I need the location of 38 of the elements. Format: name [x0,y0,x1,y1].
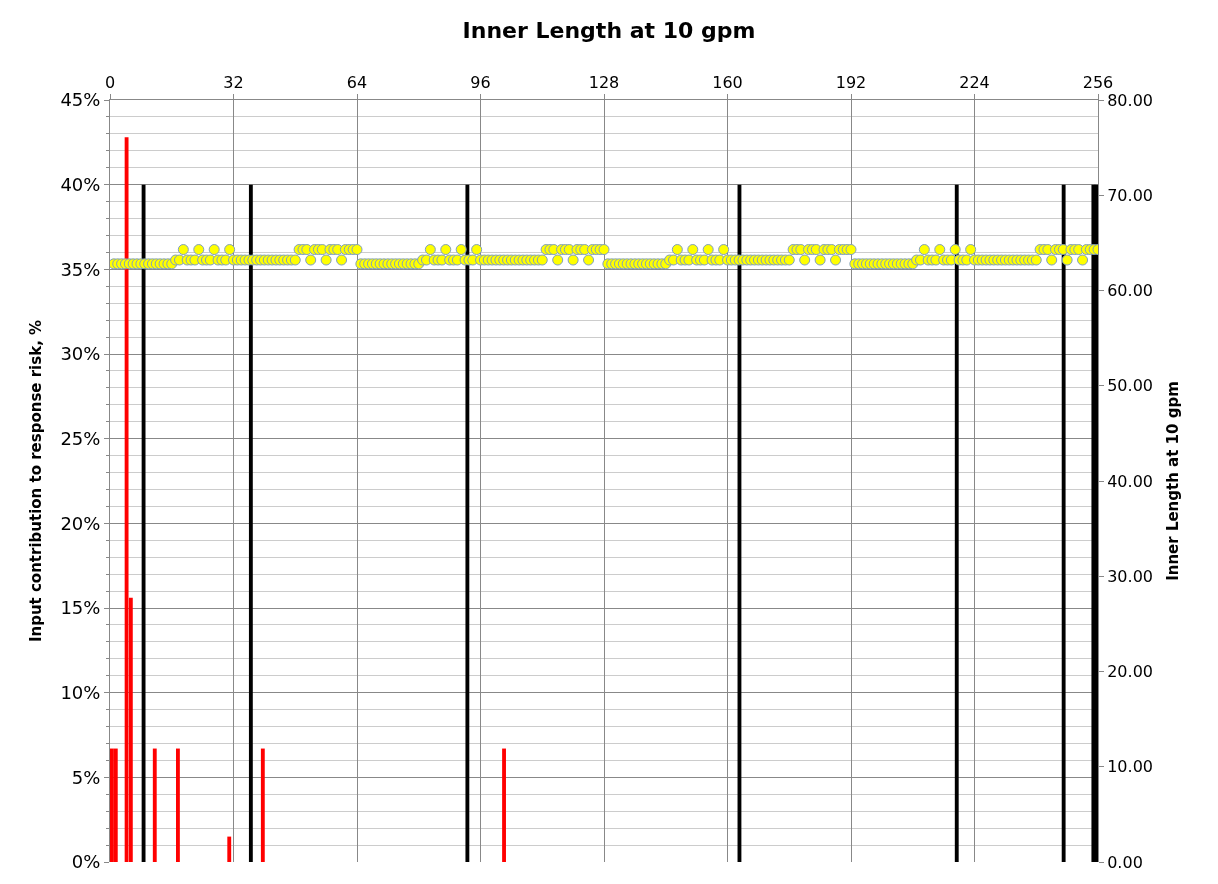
y-tick-label: 30% [60,343,101,365]
y-tick-label: 15% [60,597,101,619]
y2-tick-label: 50.00 [1107,376,1154,396]
y2-tick-label: 0.00 [1107,852,1143,872]
y2-tick-label: 10.00 [1107,757,1154,777]
x-tick-label: 256 [1082,72,1114,92]
y-tick-label: 0% [71,851,101,873]
bar [152,748,157,862]
y2-tick-label: 30.00 [1107,566,1154,586]
y2-axis-title: Inner Length at 10 gpm [1164,381,1183,581]
y2-tick-label: 20.00 [1107,662,1154,682]
y-tick-label: 10% [60,681,101,703]
y-tick-label: 45% [60,89,101,111]
y2-tick-label: 60.00 [1107,281,1154,301]
bar [113,748,118,862]
x-tick-label: 128 [588,72,620,92]
chart-title: Inner Length at 10 gpm [462,17,756,43]
y2-tick-label: 70.00 [1107,185,1154,205]
y-tick-label: 35% [60,258,101,280]
y2-tick-label: 80.00 [1107,90,1154,110]
y-tick-label: 5% [71,766,101,788]
y2-tick-label: 40.00 [1107,471,1154,491]
y-tick-label: 20% [60,512,101,534]
x-tick-label: 224 [959,72,990,92]
x-tick-label: 96 [470,72,491,92]
y-axis-title: Input contribution to response risk, % [26,319,45,643]
x-tick-label: 160 [712,72,743,92]
bar [227,836,232,862]
bar [110,748,114,862]
bar [260,748,265,862]
x-tick-label: 192 [835,72,867,92]
bar [176,748,180,862]
bar [502,748,506,862]
x-tick-label: 64 [346,72,368,92]
y-tick-label: 40% [60,173,101,195]
y-tick-label: 25% [60,427,101,449]
x-tick-label: 0 [104,72,116,92]
x-tick-label: 32 [223,72,244,92]
